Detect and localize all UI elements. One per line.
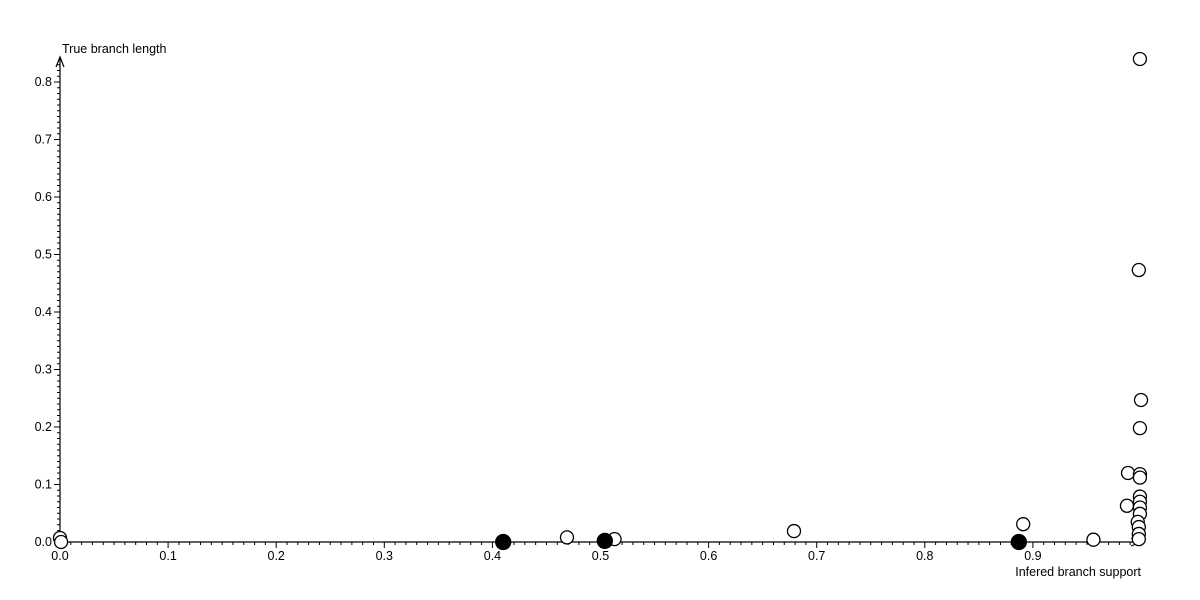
data-point-open-circles bbox=[1086, 532, 1101, 547]
data-point-filled-circles bbox=[596, 532, 613, 549]
x-tick-label: 0.4 bbox=[484, 549, 501, 563]
y-axis-arrow-icon bbox=[55, 55, 65, 68]
x-tick-label: 0.6 bbox=[700, 549, 717, 563]
data-point-filled-circles bbox=[495, 533, 512, 551]
data-point-open-circles bbox=[1132, 51, 1148, 67]
data-point-open-circles bbox=[559, 530, 575, 545]
y-tick-label: 0.0 bbox=[35, 535, 52, 549]
y-tick-label: 0.4 bbox=[35, 305, 52, 319]
data-point-open-circles bbox=[1120, 465, 1136, 481]
x-tick-label: 0.0 bbox=[51, 549, 68, 563]
data-point-open-circles bbox=[1131, 531, 1146, 547]
y-tick-label: 0.5 bbox=[35, 248, 52, 262]
data-point-open-circles bbox=[1132, 470, 1148, 485]
data-point-open-circles bbox=[1131, 262, 1146, 278]
x-tick-label: 0.1 bbox=[159, 549, 176, 563]
y-axis-title: True branch length bbox=[62, 42, 167, 56]
y-tick-label: 0.2 bbox=[35, 420, 52, 434]
data-point-open-circles bbox=[786, 523, 802, 539]
y-tick-label: 0.7 bbox=[35, 133, 52, 147]
x-axis-title: Infered branch support bbox=[1015, 565, 1141, 579]
data-point-open-circles bbox=[1119, 498, 1135, 513]
y-tick-label: 0.1 bbox=[35, 478, 52, 492]
x-tick-label: 0.7 bbox=[808, 549, 825, 563]
x-tick-label: 0.8 bbox=[916, 549, 933, 563]
data-point-open-circles bbox=[1132, 420, 1148, 436]
x-tick-label: 0.2 bbox=[268, 549, 285, 563]
y-tick-label: 0.3 bbox=[35, 363, 52, 377]
x-tick-label: 0.5 bbox=[592, 549, 609, 563]
y-tick-label: 0.6 bbox=[35, 190, 52, 204]
data-point-filled-circles bbox=[1010, 533, 1027, 551]
y-tick-label: 0.8 bbox=[35, 75, 52, 89]
x-tick-label: 0.9 bbox=[1024, 549, 1041, 563]
data-point-open-circles bbox=[53, 534, 69, 550]
x-tick-label: 0.3 bbox=[376, 549, 393, 563]
data-point-open-circles bbox=[1133, 392, 1149, 408]
data-point-open-circles bbox=[1016, 517, 1031, 532]
